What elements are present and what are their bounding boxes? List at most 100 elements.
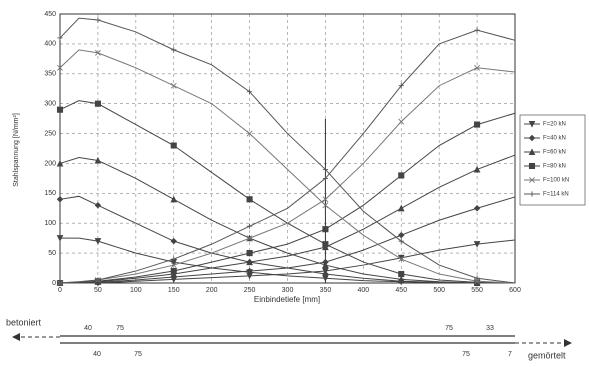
arrow-right-head: [564, 339, 572, 347]
marker: [246, 89, 253, 95]
legend-label: F=80 kN: [543, 164, 566, 170]
marker: [397, 204, 405, 212]
marker: [398, 238, 404, 244]
x-tick-label: 200: [206, 287, 218, 294]
y-tick-label: 150: [44, 190, 56, 197]
x-tick-label: 350: [320, 287, 332, 294]
x-tick-label: 0: [58, 287, 62, 294]
marker: [398, 256, 405, 263]
marker: [322, 226, 329, 233]
marker: [170, 142, 177, 149]
scale-number: 75: [445, 325, 453, 332]
series-line: [59, 112, 516, 284]
x-tick-label: 150: [168, 287, 180, 294]
marker: [398, 83, 404, 89]
x-tick-label: 500: [433, 287, 445, 294]
y-tick-label: 450: [44, 11, 56, 18]
scale-number: 7: [508, 351, 512, 358]
marker: [322, 175, 329, 181]
legend-marker: [528, 134, 536, 142]
marker: [474, 64, 481, 71]
y-tick-label: 200: [44, 160, 56, 167]
marker: [171, 256, 177, 262]
marker: [322, 166, 329, 173]
marker: [246, 235, 253, 242]
marker: [94, 238, 102, 245]
x-tick-label: 300: [282, 287, 294, 294]
marker: [170, 267, 177, 275]
y-tick-label: 250: [44, 130, 56, 137]
marker: [398, 118, 405, 125]
legend-marker: [528, 148, 536, 156]
marker: [473, 165, 481, 173]
y-tick-label: 0: [52, 280, 56, 287]
marker: [473, 205, 481, 212]
y-tick-label: 100: [44, 220, 56, 227]
legend-marker: [528, 120, 536, 128]
series-line: [59, 49, 516, 284]
marker: [56, 106, 64, 113]
marker: [322, 196, 329, 203]
marker: [170, 195, 178, 203]
marker: [322, 270, 329, 278]
marker: [246, 267, 253, 275]
x-tick-label: 600: [509, 287, 521, 294]
marker: [474, 121, 481, 128]
marker: [57, 64, 63, 71]
marker: [322, 202, 329, 209]
marker: [57, 35, 63, 41]
marker: [170, 262, 177, 268]
scale-number: 75: [134, 351, 142, 358]
marker: [56, 159, 64, 167]
x-tick-label: 50: [94, 287, 102, 294]
marker: [246, 223, 253, 229]
series-line: [59, 100, 516, 284]
marker: [170, 82, 177, 89]
legend-label: F=114 kN: [543, 192, 569, 198]
x-axis-title: Einbindetiefe [mm]: [254, 295, 320, 304]
y-tick-label: 300: [44, 101, 56, 108]
marker: [246, 196, 253, 203]
marker: [474, 275, 480, 281]
marker: [94, 100, 101, 107]
marker: [94, 156, 102, 164]
legend-box: [519, 114, 586, 206]
marker: [398, 172, 405, 179]
legend-marker: [529, 191, 535, 197]
series-line: [59, 17, 516, 284]
marker: [398, 270, 405, 278]
marker: [95, 277, 101, 283]
series-line: [60, 196, 516, 284]
marker: [474, 27, 480, 33]
marker: [94, 202, 102, 209]
x-tick-label: 250: [244, 287, 256, 294]
marker: [56, 196, 64, 203]
marker: [171, 47, 177, 53]
y-axis-title: Stahlspannung [N/mm²]: [13, 113, 20, 187]
x-tick-label: 450: [395, 287, 407, 294]
legend-marker: [529, 177, 535, 183]
arrow-left-head: [12, 333, 20, 341]
marker: [246, 130, 253, 137]
marker: [246, 250, 253, 257]
legend-label: F=60 kN: [543, 150, 566, 156]
y-tick-label: 50: [48, 250, 56, 257]
y-tick-label: 350: [44, 71, 56, 78]
scale-number: 40: [84, 325, 92, 332]
series-line: [59, 29, 516, 284]
marker: [473, 241, 481, 248]
y-tick-label: 400: [44, 41, 56, 48]
x-tick-label: 550: [471, 287, 483, 294]
marker: [57, 280, 63, 286]
marker: [474, 278, 481, 285]
series-line: [59, 154, 516, 284]
right-label: gemörtelt: [528, 350, 566, 360]
x-tick-label: 400: [357, 287, 369, 294]
series-line: [60, 239, 516, 284]
bottom-scale: betoniert gemörtelt 40 75 75 33 40 75 75…: [6, 317, 572, 360]
series-line: [59, 156, 515, 284]
marker: [56, 235, 64, 242]
left-label: betoniert: [6, 317, 42, 327]
series-line: [59, 195, 515, 284]
marker: [322, 241, 329, 248]
